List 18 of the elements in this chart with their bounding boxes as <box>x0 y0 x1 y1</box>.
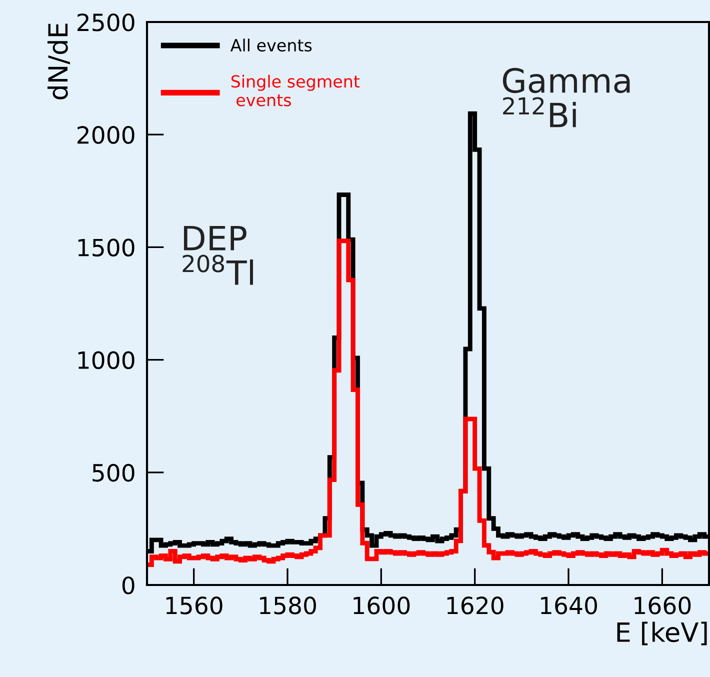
x-tick-label: 1560 <box>166 596 222 614</box>
annotation: DEP $^{208}$Tl <box>182 226 253 285</box>
x-tick-label: 1660 <box>634 596 691 614</box>
y-tick-label: 0 <box>122 576 134 594</box>
y-tick-label: 1000 <box>78 351 134 370</box>
y-tick-label: 2500 <box>78 13 134 32</box>
x-tick-label: 1640 <box>541 596 597 614</box>
x-tick-label: 1580 <box>260 596 316 614</box>
annotation: Gamma $^{212}$Bi <box>502 68 630 128</box>
y-tick-label: 500 <box>92 464 134 482</box>
legend-label: Single segment events <box>231 74 360 106</box>
y-tick-label: 2000 <box>78 126 134 144</box>
legend-label: All events <box>230 38 312 52</box>
x-axis-title: E [keV] <box>617 622 707 646</box>
x-tick-label: 1600 <box>354 596 410 614</box>
y-tick-label: 1500 <box>78 238 134 257</box>
y-axis-title: dN/dE <box>47 24 70 100</box>
x-tick-label: 1620 <box>447 596 504 614</box>
